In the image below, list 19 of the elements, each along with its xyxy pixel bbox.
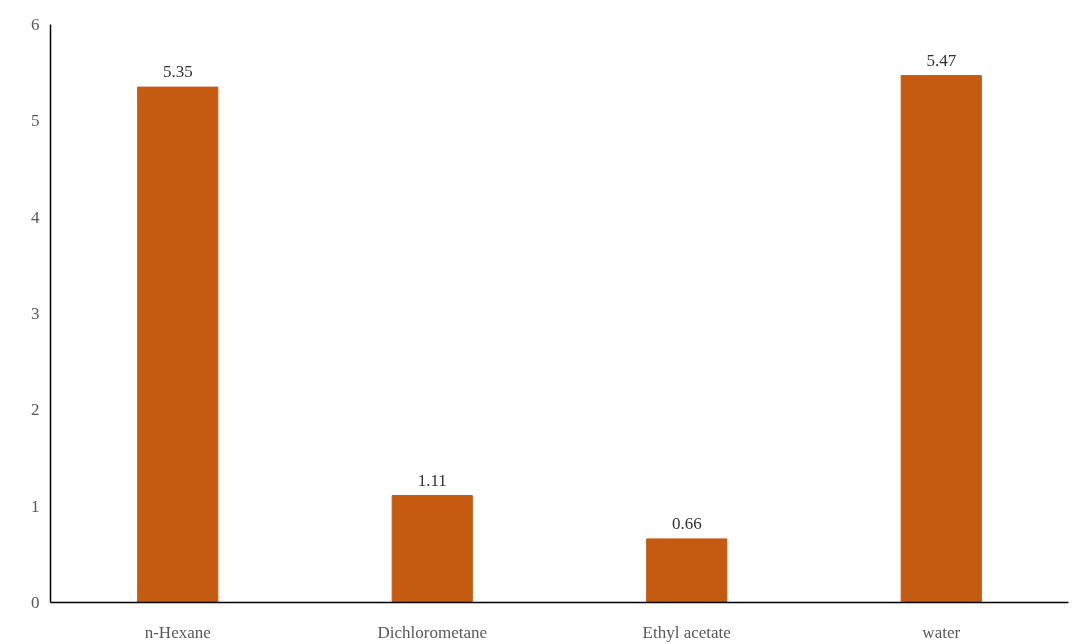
y-tick-label: 4 (31, 207, 40, 227)
data-label: 1.11 (417, 470, 447, 490)
bar (137, 86, 219, 603)
x-tick-label: n-Hexane (144, 622, 211, 642)
y-tick-label: 6 (31, 15, 40, 34)
y-tick-label: 2 (31, 400, 40, 420)
bar (900, 75, 982, 603)
bar (391, 495, 473, 603)
data-label: 0.66 (671, 513, 702, 533)
y-tick-label: 5 (31, 111, 40, 131)
x-tick-label: water (922, 622, 961, 642)
y-tick-label: 1 (31, 496, 40, 516)
y-tick-label: 0 (31, 593, 40, 612)
x-tick-label: Ethyl acetate (642, 622, 731, 642)
y-tick-label: 3 (31, 304, 40, 323)
data-label: 5.35 (162, 62, 193, 82)
x-tick-label: Dichlorometane (377, 622, 488, 642)
data-label: 5.47 (926, 50, 957, 70)
bar (646, 538, 728, 603)
